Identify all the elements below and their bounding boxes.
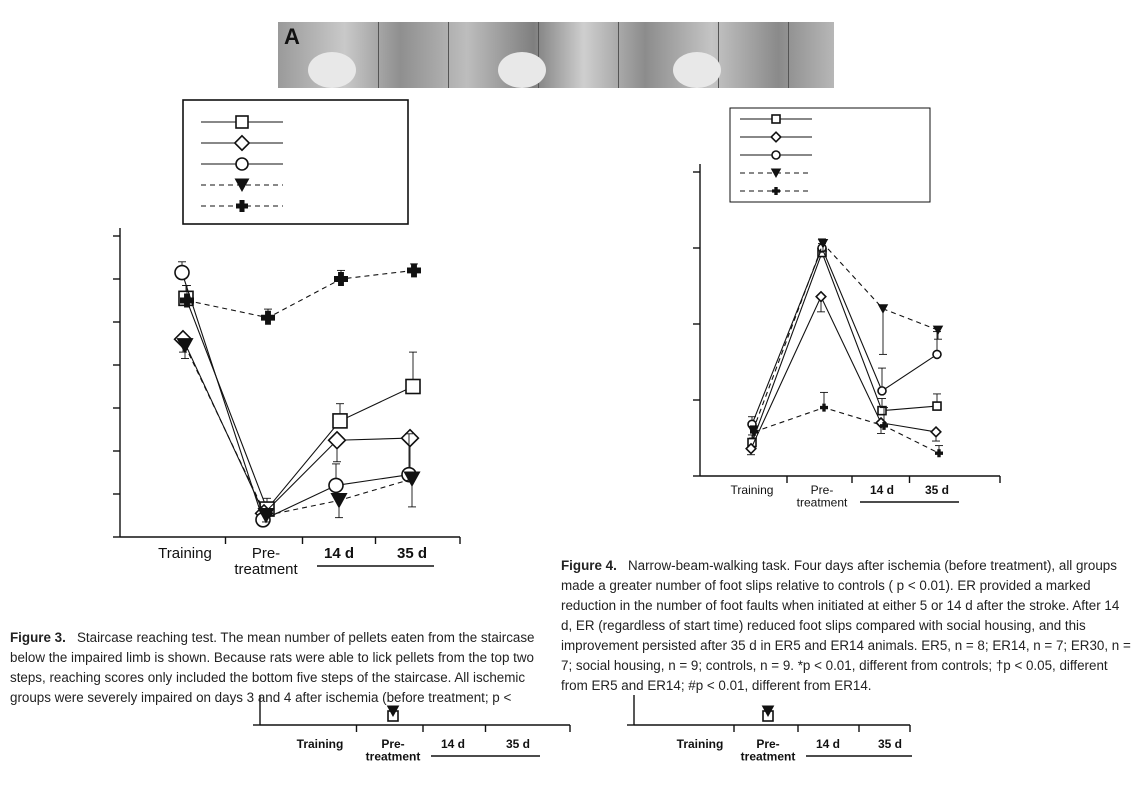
data-point: [932, 401, 942, 411]
partial-chart-right: Training Pre-treatment 14 d 35 d: [627, 695, 912, 764]
legend-marker: [770, 131, 782, 143]
data-point: [815, 290, 827, 303]
rat-image: [673, 52, 721, 88]
legend-marker: [235, 157, 249, 171]
data-point: [257, 508, 275, 524]
data-point: [174, 264, 190, 281]
data-point: [930, 425, 942, 438]
x-tick-label: Pre-treatment: [741, 737, 796, 764]
data-point: [761, 705, 775, 718]
figure3-caption: Figure 3. Staircase reaching test. The m…: [10, 628, 535, 708]
x-tick-label: 14 d: [441, 737, 465, 751]
figure4-caption-text: Narrow-beam-walking task. Four days afte…: [561, 558, 1131, 693]
data-point: [334, 272, 348, 286]
data-point: [180, 293, 194, 308]
legend-marker: [234, 178, 250, 193]
x-tick-label: Training: [677, 737, 724, 751]
x-tick-label: 35 d: [506, 737, 530, 751]
figure4-caption: Figure 4. Narrow-beam-walking task. Four…: [561, 556, 1133, 696]
photo-divider: [788, 22, 789, 88]
data-point: [261, 310, 275, 325]
data-point: [750, 427, 758, 436]
photo-divider: [538, 22, 539, 88]
legend-marker: [236, 200, 248, 212]
legend-marker: [235, 115, 249, 129]
data-point: [932, 325, 944, 336]
series-line: [750, 295, 937, 449]
legend-marker: [771, 150, 781, 160]
figure3-caption-text: Staircase reaching test. The mean number…: [10, 630, 535, 705]
data-point: [327, 430, 347, 450]
legend-marker: [770, 168, 782, 179]
x-tick-label: 35 d: [397, 545, 427, 562]
x-tick-label: 14 d: [870, 483, 894, 497]
figure3-caption-label: Figure 3.: [10, 630, 66, 645]
data-point: [328, 477, 344, 494]
series-line: [186, 269, 415, 319]
series-line: [751, 246, 938, 425]
data-point: [820, 403, 828, 412]
x-tick-label: Training: [731, 483, 774, 497]
series-line: [182, 338, 411, 515]
data-point: [745, 442, 757, 455]
legend-marker: [772, 187, 780, 195]
figure4-chart: Training Pre-treatment 14 d 35 d: [693, 107, 1001, 510]
x-tick-label: 35 d: [878, 737, 902, 751]
data-point: [935, 449, 943, 458]
data-point: [877, 386, 887, 396]
legend-marker: [233, 134, 251, 152]
panel-label: A: [284, 24, 300, 49]
data-point: [405, 378, 421, 395]
photo-divider: [718, 22, 719, 88]
data-point: [877, 304, 889, 314]
data-point: [932, 349, 942, 360]
data-point: [877, 405, 887, 416]
x-tick-label: Training: [158, 545, 212, 562]
rat-image: [498, 52, 546, 88]
behavior-photo-strip: A: [278, 22, 834, 88]
series-line: [752, 242, 939, 431]
data-point: [330, 492, 348, 509]
series-line: [181, 272, 410, 521]
x-tick-label: Training: [297, 737, 344, 751]
data-point: [817, 238, 829, 249]
data-point: [403, 471, 421, 487]
x-tick-label: 14 d: [324, 545, 354, 562]
series-line: [751, 250, 938, 443]
x-tick-label: Pre-treatment: [797, 483, 848, 510]
rat-image: [308, 52, 356, 88]
figure3-chart: Training Pre-treatment 14 d 35 d: [113, 99, 461, 578]
data-point: [400, 428, 420, 448]
data-point: [332, 413, 348, 429]
legend-box: [182, 99, 409, 225]
photo-divider: [448, 22, 449, 88]
x-tick-label: Pre-treatment: [366, 737, 421, 764]
photo-divider: [378, 22, 379, 88]
x-tick-label: 14 d: [816, 737, 840, 751]
series-line: [185, 298, 414, 511]
partial-chart-left: Training Pre-treatment 14 d 35 d: [253, 695, 571, 764]
data-point: [386, 705, 400, 718]
photo-divider: [618, 22, 619, 88]
data-point: [880, 421, 888, 430]
series-line: [184, 345, 413, 517]
data-point: [407, 263, 421, 278]
x-tick-label: 35 d: [925, 483, 949, 497]
data-point: [176, 338, 194, 354]
figure4-caption-label: Figure 4.: [561, 558, 617, 573]
series-line: [753, 407, 940, 454]
legend-marker: [771, 114, 781, 124]
x-tick-label: Pre-treatment: [234, 545, 298, 578]
